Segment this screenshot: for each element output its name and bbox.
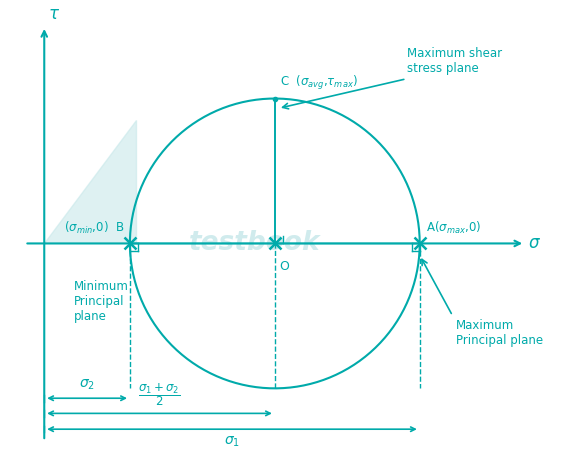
Text: $\tau$: $\tau$	[47, 5, 60, 23]
Text: ($\sigma_{min}$,0)  B: ($\sigma_{min}$,0) B	[64, 219, 124, 235]
Text: C  ($\sigma_{avg}$,$\tau_{max}$): C ($\sigma_{avg}$,$\tau_{max}$)	[280, 74, 358, 92]
Text: A($\sigma_{max}$,0): A($\sigma_{max}$,0)	[426, 219, 481, 235]
Text: $\sigma_2$: $\sigma_2$	[79, 377, 95, 392]
Text: $\sigma$: $\sigma$	[529, 234, 542, 252]
Text: O: O	[279, 260, 289, 273]
Text: $\sigma_1$: $\sigma_1$	[224, 435, 240, 449]
Text: Maximum
Principal plane: Maximum Principal plane	[456, 319, 543, 347]
Polygon shape	[44, 120, 136, 244]
Text: testbook: testbook	[189, 230, 321, 256]
Text: $\dfrac{\sigma_1 + \sigma_2}{2}$: $\dfrac{\sigma_1 + \sigma_2}{2}$	[138, 381, 181, 408]
Text: Minimum
Principal
plane: Minimum Principal plane	[74, 280, 129, 323]
Text: Maximum shear
stress plane: Maximum shear stress plane	[406, 48, 502, 75]
